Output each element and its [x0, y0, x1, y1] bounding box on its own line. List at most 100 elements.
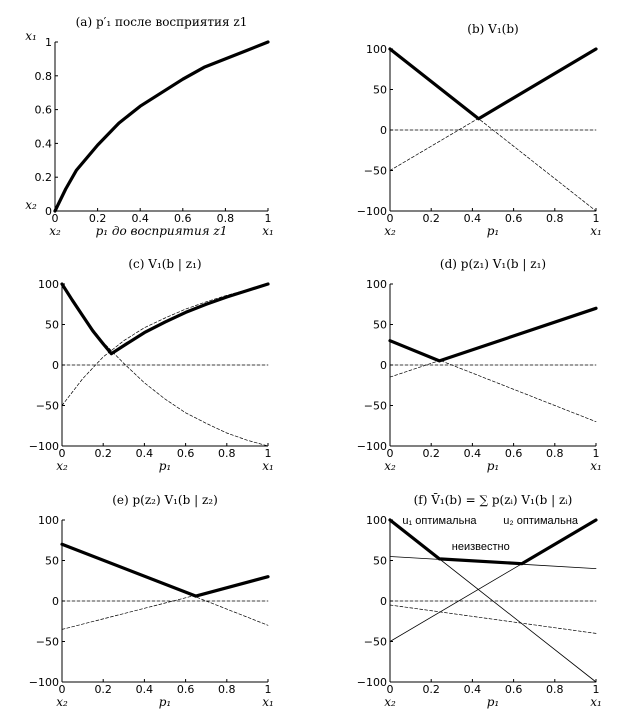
x-tick-label: 0.8 [546, 212, 564, 225]
x-tick-label: 0.4 [464, 447, 482, 460]
annotation-0: u₁ оптимальна [402, 515, 477, 527]
x-tick-label: 1 [265, 683, 272, 696]
x-tick-label: 1 [593, 447, 600, 460]
x-tick-label: 0 [387, 447, 394, 460]
x-end-label-left: x₂ [56, 459, 68, 473]
series-line-dashed-1 [389, 340, 597, 423]
series-line-dashed-2 [61, 283, 269, 406]
y-tick-label: 0.6 [35, 104, 53, 117]
x-tick-label: 0.4 [131, 212, 149, 225]
x-tick-label: 0.8 [218, 683, 236, 696]
x-tick-label: 0.4 [136, 447, 154, 460]
y-end-label-bottom: x₂ [25, 198, 37, 212]
x-tick-label: 1 [265, 447, 272, 460]
x-tick-label: 0 [387, 212, 394, 225]
x-end-label-right: x₁ [262, 459, 274, 473]
y-tick-label: 100 [366, 278, 387, 291]
series-line-bold-0 [388, 47, 598, 121]
series-line-bold-0 [60, 542, 270, 598]
x-tick-label: 0.6 [174, 212, 192, 225]
chart-title: (c) V₁(b | z₁) [128, 257, 201, 271]
series-line-bold-0 [53, 40, 270, 213]
chart-title: (e) p(z₂) V₁(b | z₂) [112, 493, 218, 507]
y-tick-label: 0.2 [35, 171, 53, 184]
y-tick-label: −50 [364, 165, 387, 178]
chart-panel-a: 0 0.2 0.4 0.6 0.8 1 0 0.2 0.4 0.6 0.8 1 x₂ x₁ x₂ x₁ p₁ д… [25, 15, 274, 238]
x-tick-label: 0 [59, 447, 66, 460]
y-tick-label: 50 [373, 84, 387, 97]
y-tick-label: −100 [357, 676, 387, 689]
y-tick-label: 0 [380, 595, 387, 608]
x-tick-label: 0.2 [422, 447, 440, 460]
x-axis-label: p₁ до восприятия z1 [96, 224, 228, 238]
y-tick-label: 0.8 [35, 70, 53, 83]
x-axis-label: p₁ [159, 695, 172, 709]
y-end-label-top: x₁ [25, 29, 37, 43]
y-tick-label: 100 [38, 514, 59, 527]
y-tick-label: 50 [45, 555, 59, 568]
x-end-label-right: x₁ [262, 224, 274, 238]
x-end-label-right: x₁ [590, 224, 602, 238]
y-tick-label: 100 [366, 43, 387, 56]
x-axis-label: p₁ [487, 224, 500, 238]
x-end-label-left: x₂ [384, 459, 396, 473]
x-tick-label: 1 [265, 212, 272, 225]
x-tick-label: 0.4 [136, 683, 154, 696]
x-tick-label: 0 [52, 212, 59, 225]
y-tick-label: −50 [364, 400, 387, 413]
x-tick-label: 0.8 [218, 447, 236, 460]
chart-panel-d: 0 0.2 0.4 0.6 0.8 1 −100 −50 0 50 100 x₂ x₁ p₁ (d) p(z… [357, 257, 602, 473]
chart-title: (f) V̄₁(b) = ∑ p(zᵢ) V₁(b | zᵢ) [414, 492, 573, 507]
series-line-thin-1 [389, 556, 597, 569]
y-tick-label: −50 [36, 636, 59, 649]
x-end-label-right: x₁ [262, 695, 274, 709]
x-axis-label: p₁ [487, 695, 500, 709]
y-tick-label: −100 [29, 440, 59, 453]
x-tick-label: 0.6 [177, 447, 195, 460]
x-axis-label: p₁ [487, 459, 500, 473]
y-tick-label: −100 [29, 676, 59, 689]
series-line-dashed-4 [389, 604, 597, 634]
chart-panel-c: 0 0.2 0.4 0.6 0.8 1 −100 −50 0 50 100 x₂ x₁ p₁ (c) V₁(… [29, 257, 274, 473]
x-tick-label: 0.8 [546, 683, 564, 696]
y-tick-label: 0 [52, 595, 59, 608]
series-line-dashed-2 [389, 307, 597, 378]
x-tick-label: 0.6 [505, 447, 523, 460]
x-tick-label: 0.4 [464, 683, 482, 696]
x-tick-label: 0.6 [505, 683, 523, 696]
annotation-2: неизвестно [452, 541, 510, 553]
x-tick-label: 0.2 [94, 683, 112, 696]
y-tick-label: −100 [357, 440, 387, 453]
annotation-1: u₂ оптимальна [503, 515, 579, 527]
y-tick-label: 50 [373, 555, 387, 568]
y-tick-label: 0 [380, 359, 387, 372]
x-tick-label: 0.8 [546, 447, 564, 460]
x-tick-label: 0.4 [464, 212, 482, 225]
x-tick-label: 0 [387, 683, 394, 696]
x-end-label-left: x₂ [56, 695, 68, 709]
y-tick-label: 0 [52, 359, 59, 372]
series-line-thin-3 [389, 519, 597, 642]
x-tick-label: 0.2 [422, 683, 440, 696]
chart-title: (a) p′₁ после восприятия z1 [76, 15, 248, 29]
x-axis-label: p₁ [159, 459, 172, 473]
chart-panel-b: 0 0.2 0.4 0.6 0.8 1 −100 −50 0 50 100 x₂ x₁ p₁ (b) V₁(… [357, 22, 602, 238]
y-tick-label: −50 [364, 636, 387, 649]
y-tick-label: 1 [45, 36, 52, 49]
y-tick-label: 50 [373, 319, 387, 332]
chart-title: (d) p(z₁) V₁(b | z₁) [440, 257, 546, 271]
x-tick-label: 1 [593, 212, 600, 225]
series-line-dashed-2 [61, 576, 269, 630]
series-line-bold-0 [60, 282, 270, 356]
series-line-dashed-1 [61, 543, 269, 626]
series-line-dashed-2 [389, 48, 597, 171]
y-tick-label: 0.4 [35, 137, 53, 150]
x-tick-label: 0.2 [89, 212, 107, 225]
series-line-dashed-1 [61, 283, 269, 447]
x-tick-label: 0.6 [177, 683, 195, 696]
x-tick-label: 0.8 [217, 212, 235, 225]
x-end-label-left: x₂ [384, 224, 396, 238]
chart-panel-f: 0 0.2 0.4 0.6 0.8 1 −100 −50 0 50 100 x₂ x₁ p₁ (f) V̄₁… [357, 492, 602, 709]
x-end-label-left: x₂ [384, 695, 396, 709]
